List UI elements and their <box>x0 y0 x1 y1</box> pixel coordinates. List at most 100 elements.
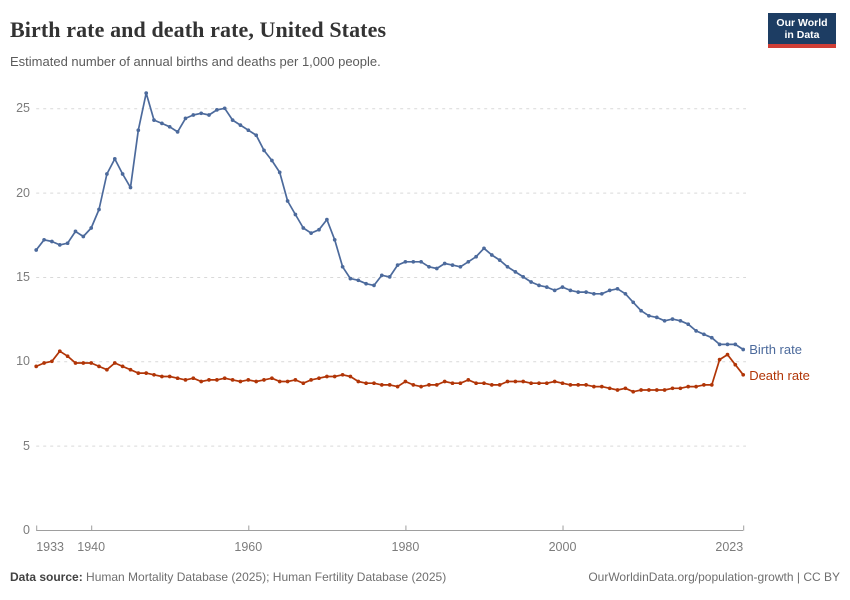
data-point-marker <box>317 376 321 381</box>
data-point-marker <box>332 237 337 242</box>
data-point-marker <box>474 381 478 386</box>
data-point-marker <box>537 283 541 288</box>
data-point-marker <box>128 367 133 372</box>
data-point-marker <box>222 376 227 381</box>
data-source: Data source: Human Mortality Database (2… <box>10 570 446 584</box>
data-point-marker <box>442 261 447 266</box>
data-point-marker <box>466 259 471 264</box>
data-point-marker <box>427 264 431 269</box>
data-point-marker <box>411 383 416 387</box>
data-point-marker <box>372 381 376 386</box>
data-point-marker <box>537 381 541 386</box>
data-point-marker <box>607 288 612 293</box>
citation-link[interactable]: OurWorldinData.org/population-growth | C… <box>588 570 840 584</box>
data-point-marker <box>128 185 133 190</box>
data-point-marker <box>372 283 376 288</box>
data-point-marker <box>254 133 259 138</box>
data-point-marker <box>73 229 78 234</box>
data-point-marker <box>207 113 211 117</box>
data-point-marker <box>222 106 227 111</box>
data-point-marker <box>568 383 573 387</box>
data-point-marker <box>560 381 565 386</box>
data-point-marker <box>50 239 54 244</box>
data-point-marker <box>325 217 329 222</box>
data-point-marker <box>379 273 384 278</box>
data-point-marker <box>505 264 510 269</box>
data-point-marker <box>662 388 667 392</box>
data-point-marker <box>356 278 361 283</box>
data-point-marker <box>670 386 675 391</box>
data-point-marker <box>434 266 439 271</box>
data-point-marker <box>199 379 204 384</box>
page-title: Birth rate and death rate, United States <box>10 17 387 42</box>
data-point-marker <box>73 361 78 365</box>
data-point-marker <box>356 379 361 384</box>
data-point-marker <box>552 379 557 384</box>
data-point-marker <box>670 317 675 321</box>
data-point-marker <box>301 226 306 230</box>
data-point-marker <box>262 378 266 382</box>
data-point-marker <box>364 281 368 286</box>
data-point-marker <box>434 383 439 387</box>
data-point-marker <box>136 371 141 375</box>
data-point-marker <box>639 388 643 392</box>
data-point-marker <box>167 374 172 379</box>
data-point-marker <box>144 91 149 95</box>
data-point-marker <box>717 357 722 362</box>
data-point-marker <box>599 384 604 389</box>
data-point-marker <box>709 383 714 387</box>
data-point-marker <box>191 113 196 117</box>
data-point-marker <box>702 332 706 337</box>
data-point-marker <box>576 383 581 387</box>
owid-logo-line2: in Data <box>784 28 820 41</box>
data-point-marker <box>678 386 683 391</box>
data-point-marker <box>647 313 651 318</box>
data-point-marker <box>285 199 290 203</box>
data-point-marker <box>733 362 738 367</box>
birth-rate-line <box>35 92 745 351</box>
y-tick-label: 20 <box>16 185 30 200</box>
data-point-marker <box>631 389 636 394</box>
data-point-marker <box>489 383 494 387</box>
data-point-marker <box>293 378 298 382</box>
y-tick-label: 0 <box>23 523 30 537</box>
data-point-marker <box>57 243 62 247</box>
owid-logo[interactable]: Our World in Data <box>768 13 836 48</box>
data-point-marker <box>120 172 125 176</box>
data-point-marker <box>270 158 274 163</box>
data-point-marker <box>474 254 478 259</box>
data-point-marker <box>458 264 463 269</box>
data-point-marker <box>112 361 117 365</box>
data-point-marker <box>160 374 164 379</box>
data-point-marker <box>709 335 714 340</box>
data-point-marker <box>199 111 204 116</box>
data-point-marker <box>215 378 219 382</box>
data-point-marker <box>340 264 345 269</box>
data-point-marker <box>325 374 329 379</box>
data-point-marker <box>144 371 149 375</box>
x-tick-label: 2023 <box>715 540 744 554</box>
data-point-marker <box>482 246 486 251</box>
data-point-marker <box>34 248 39 252</box>
data-point-marker <box>686 384 691 389</box>
data-point-marker <box>183 378 188 382</box>
data-point-marker <box>717 342 722 347</box>
data-point-marker <box>529 381 533 386</box>
data-point-marker <box>277 170 282 175</box>
data-point-marker <box>725 342 730 347</box>
data-point-marker <box>725 352 730 357</box>
data-point-marker <box>332 374 337 379</box>
data-point-marker <box>309 378 313 382</box>
data-point-marker <box>686 322 691 327</box>
owid-logo-line1: Our World <box>776 16 828 29</box>
data-point-marker <box>97 207 101 212</box>
data-point-marker <box>403 379 408 384</box>
data-point-marker <box>694 329 698 333</box>
data-point-marker <box>631 300 636 305</box>
data-point-marker <box>364 381 368 386</box>
data-point-marker <box>576 290 581 294</box>
data-point-marker <box>254 379 259 384</box>
y-tick-label: 5 <box>23 438 30 453</box>
